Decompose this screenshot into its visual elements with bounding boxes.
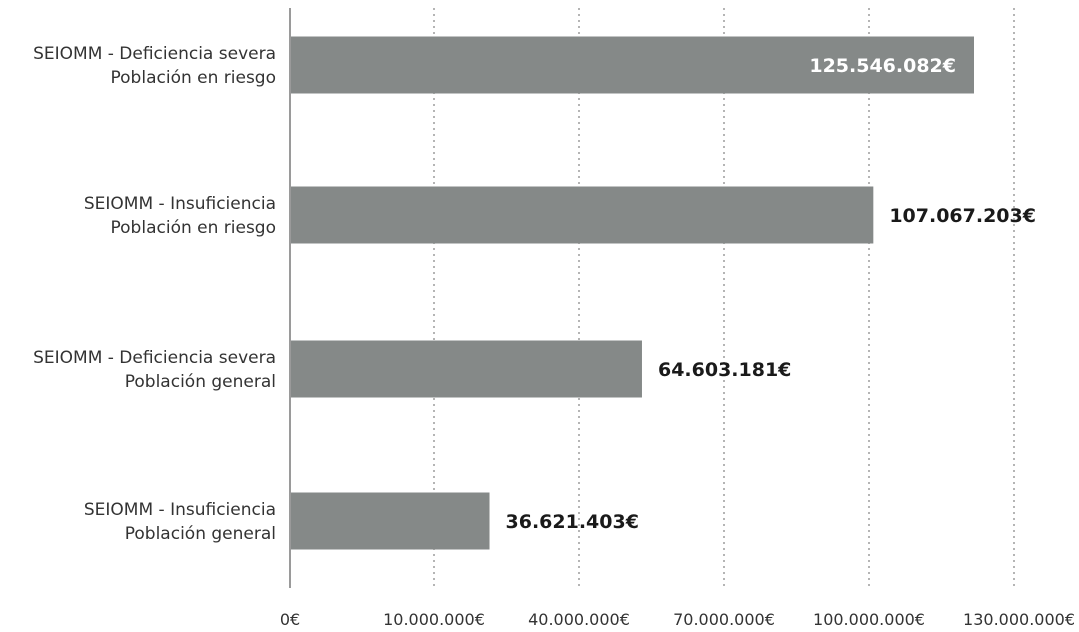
x-tick-labels: 0€ 10.000.000€ 40.000.000€ 70.000.000€ 100.0… <box>280 610 1075 629</box>
category-label: SEIOMM - Insuficiencia Población general <box>84 500 276 544</box>
bar <box>291 492 490 550</box>
category-label: SEIOMM - Deficiencia severa Población en … <box>33 44 276 88</box>
category-label-line: SEIOMM - Deficiencia severa <box>33 348 276 368</box>
value-label: 125.546.082€ <box>809 55 956 77</box>
x-tick-label: 100.000.000€ <box>813 610 925 629</box>
x-tick-label: 40.000.000€ <box>528 610 630 629</box>
value-label: 64.603.181€ <box>658 359 791 381</box>
x-tick-label: 10.000.000€ <box>383 610 485 629</box>
value-label: 107.067.203€ <box>889 205 1036 227</box>
bar <box>291 36 974 94</box>
bar <box>291 340 642 398</box>
category-label-line: SEIOMM - Insuficiencia <box>84 500 276 520</box>
x-tick-label: 70.000.000€ <box>673 610 775 629</box>
value-label: 36.621.403€ <box>506 511 639 533</box>
category-labels: SEIOMM - Deficiencia severa Población en … <box>33 44 276 544</box>
x-tick-label: 0€ <box>280 610 300 629</box>
bars <box>291 36 974 550</box>
category-label-line: Población en riesgo <box>111 68 276 88</box>
gridlines <box>433 8 1015 588</box>
bar <box>291 186 874 244</box>
category-label: SEIOMM - Insuficiencia Población en riesg… <box>84 194 276 238</box>
category-label-line: Población general <box>125 524 276 544</box>
category-label-line: SEIOMM - Insuficiencia <box>84 194 276 214</box>
x-tick-label: 130.000.000€ <box>963 610 1075 629</box>
category-label-line: Población en riesgo <box>111 218 276 238</box>
category-label-line: Población general <box>125 372 276 392</box>
value-labels: 125.546.082€ 107.067.203€ 64.603.181€ 36.62… <box>506 55 1036 533</box>
category-label: SEIOMM - Deficiencia severa Población gen… <box>33 348 276 392</box>
category-label-line: SEIOMM - Deficiencia severa <box>33 44 276 64</box>
